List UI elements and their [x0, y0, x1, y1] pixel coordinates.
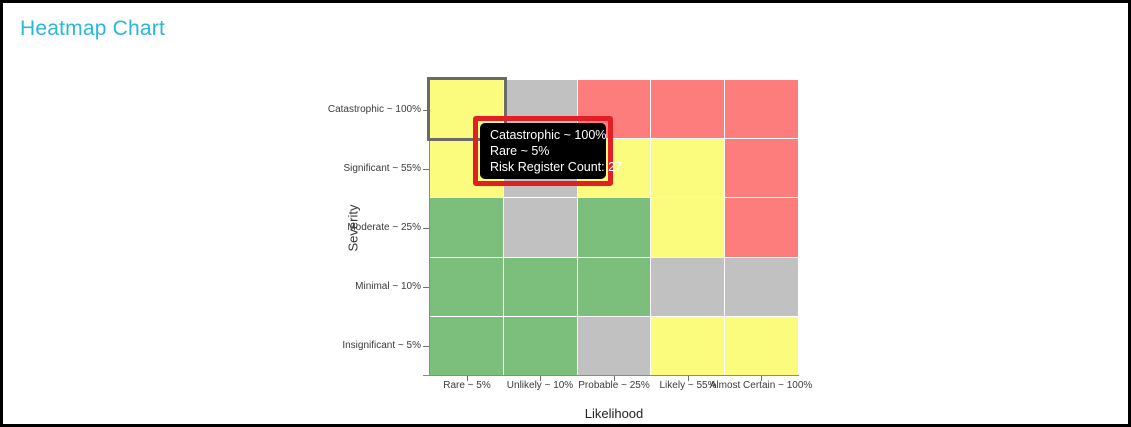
- heatmap-cell[interactable]: [651, 80, 725, 139]
- tooltip-severity: Catastrophic ~ 100%: [490, 128, 607, 142]
- heatmap-cell[interactable]: [577, 198, 651, 257]
- y-axis-tick-label: Moderate ~ 25%: [347, 222, 421, 233]
- heatmap-cell[interactable]: [651, 257, 725, 316]
- heatmap-cell[interactable]: [503, 198, 577, 257]
- y-axis-tick: [423, 287, 429, 288]
- y-axis-tick: [423, 169, 429, 170]
- selected-cell-outline: [427, 77, 507, 141]
- heatmap-cell[interactable]: [651, 198, 725, 257]
- tooltip-risk-count: Risk Register Count: 27: [490, 160, 623, 174]
- heatmap-cell[interactable]: [725, 80, 798, 139]
- x-axis-title: Likelihood: [584, 406, 644, 421]
- heatmap-cell[interactable]: [725, 198, 798, 257]
- y-axis-tick-label: Significant ~ 55%: [343, 163, 421, 174]
- x-axis-tick-label: Unlikely ~ 10%: [506, 380, 574, 391]
- tooltip-body: Catastrophic ~ 100% Rare ~ 5% Risk Regis…: [480, 123, 623, 179]
- heatmap-cell[interactable]: [430, 257, 503, 316]
- x-axis-tick: [614, 376, 615, 381]
- heatmap-cell[interactable]: [725, 257, 798, 316]
- y-axis-tick-label: Insignificant ~ 5%: [342, 340, 421, 351]
- x-axis-tick: [540, 376, 541, 381]
- heatmap-cell[interactable]: [577, 316, 651, 375]
- heatmap-cell[interactable]: [430, 316, 503, 375]
- y-axis-tick: [423, 110, 429, 111]
- x-axis-tick-label: Likely ~ 55%: [659, 380, 717, 391]
- x-axis-tick-label: Rare ~ 5%: [443, 380, 491, 391]
- x-axis-tick: [761, 376, 762, 381]
- heatmap-grid: [430, 80, 798, 375]
- heatmap-cell[interactable]: [651, 316, 725, 375]
- y-axis-tick-label: Minimal ~ 10%: [355, 281, 421, 292]
- x-axis-tick: [467, 376, 468, 381]
- page-title: Heatmap Chart: [20, 17, 165, 40]
- heatmap-cell[interactable]: [577, 257, 651, 316]
- y-axis-tick-label: Catastrophic ~ 100%: [327, 104, 421, 115]
- heatmap-cell[interactable]: [651, 139, 725, 198]
- y-axis-line: [429, 80, 430, 376]
- heatmap-cell[interactable]: [503, 257, 577, 316]
- heatmap-cell[interactable]: [725, 316, 798, 375]
- y-axis-tick: [423, 228, 429, 229]
- heatmap-cell[interactable]: [503, 316, 577, 375]
- x-axis-tick: [688, 376, 689, 381]
- tooltip: Catastrophic ~ 100% Rare ~ 5% Risk Regis…: [473, 116, 623, 186]
- heatmap-cell[interactable]: [430, 198, 503, 257]
- tooltip-likelihood: Rare ~ 5%: [490, 144, 550, 158]
- y-axis-tick: [423, 346, 429, 347]
- x-axis-tick-label: Probable ~ 25%: [578, 380, 650, 391]
- x-axis-tick-label: Almost Certain ~ 100%: [709, 380, 813, 391]
- heatmap-cell[interactable]: [725, 139, 798, 198]
- x-axis-line: [423, 375, 799, 376]
